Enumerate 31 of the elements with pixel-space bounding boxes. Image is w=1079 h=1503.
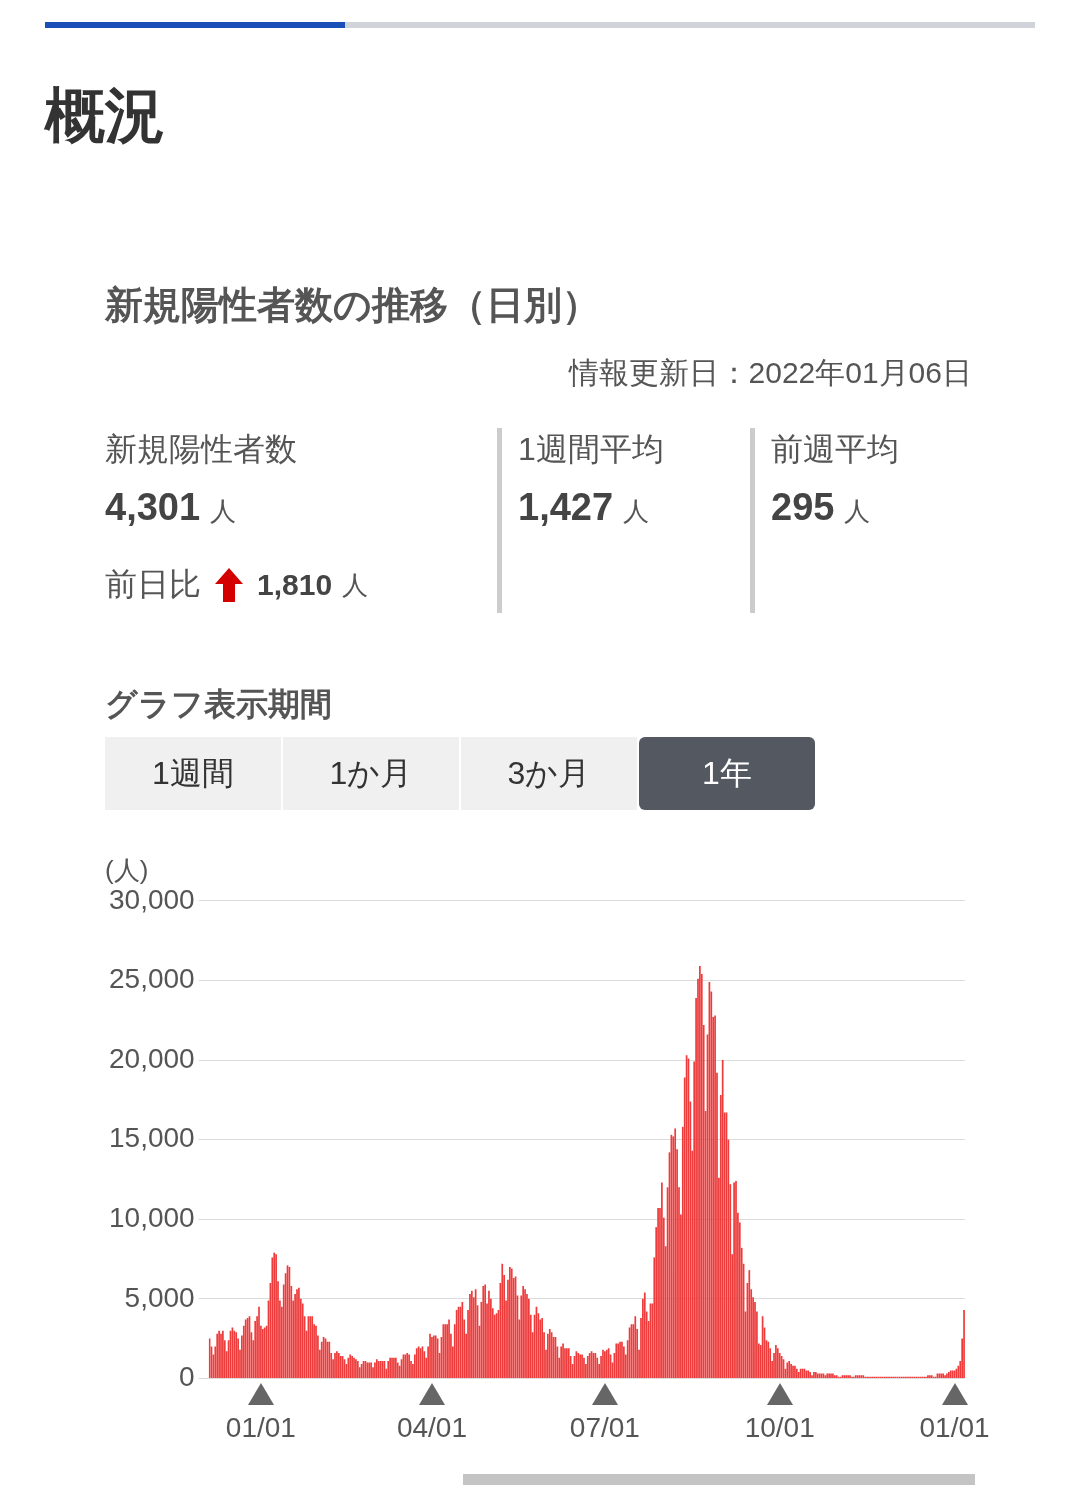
- x-tick-label: 01/01: [919, 1411, 990, 1443]
- text: 前日比: [105, 565, 201, 604]
- text: 情報更新日：2022年01月06日: [568, 355, 972, 391]
- text: 1週間平均: [518, 430, 665, 469]
- y-tick-label: 15,000: [109, 1122, 195, 1154]
- text: グラフ表示期間: [105, 685, 332, 724]
- y-tick-label: 0: [179, 1361, 195, 1393]
- y-tick-label: 10,000: [109, 1201, 195, 1233]
- text: 前週平均: [771, 430, 900, 469]
- x-tick-label: 04/01: [396, 1411, 467, 1443]
- y-tick-label: 5,000: [124, 1281, 195, 1313]
- text: 人: [623, 496, 650, 526]
- chart-title: 新規陽性者数の推移（日別）: [105, 283, 600, 328]
- text: 1年: [639, 737, 815, 810]
- text: 人: [844, 496, 871, 526]
- text: 人: [342, 568, 369, 602]
- text: 人: [210, 496, 237, 526]
- text: 4,301: [105, 486, 201, 528]
- text: 295: [771, 486, 835, 528]
- text: 3か月: [461, 737, 637, 810]
- text: 新規陽性者数: [105, 430, 298, 469]
- x-tick-label: 07/01: [569, 1411, 640, 1443]
- y-tick-label: 25,000: [109, 963, 195, 995]
- text: 1週間: [105, 737, 281, 810]
- x-tick-label: 10/01: [744, 1411, 815, 1443]
- x-tick-label: 01/01: [225, 1411, 296, 1443]
- y-tick-label: 20,000: [109, 1042, 195, 1074]
- text: 1,810: [257, 568, 333, 602]
- text: 概況: [45, 81, 165, 151]
- text: 1,427: [518, 486, 614, 528]
- text: 1か月: [283, 737, 459, 810]
